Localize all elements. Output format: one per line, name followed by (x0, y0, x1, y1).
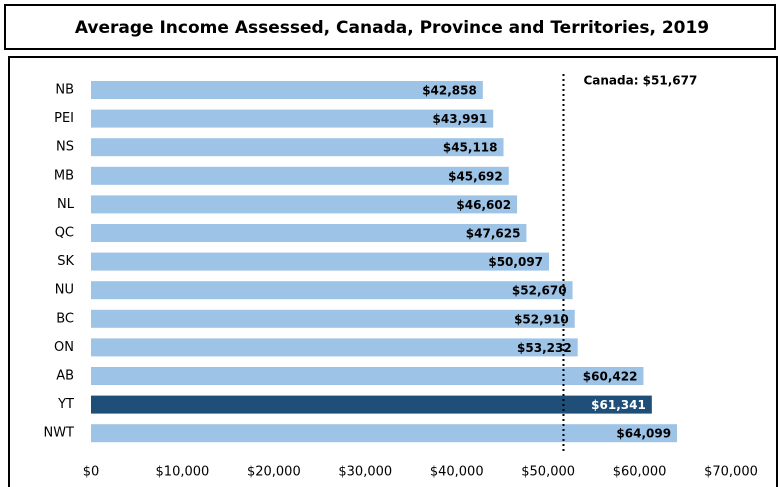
y-tick-label: MB (54, 168, 74, 183)
bar (91, 252, 550, 271)
x-tick-label: $60,000 (613, 465, 667, 480)
bar (91, 138, 504, 157)
x-tick-label: $40,000 (430, 465, 484, 480)
bar (91, 395, 652, 414)
y-tick-label: PEI (54, 111, 74, 126)
value-label: $43,991 (433, 112, 488, 126)
bar (91, 81, 483, 99)
bar (91, 367, 644, 385)
bar (91, 281, 573, 300)
value-label: $60,422 (583, 370, 638, 384)
y-tick-label: QC (55, 226, 74, 241)
value-label: $47,625 (466, 227, 521, 241)
y-tick-label: NU (55, 283, 74, 298)
plot-box (8, 56, 778, 487)
value-label: $52,670 (512, 284, 567, 298)
y-tick-label: SK (57, 254, 74, 269)
y-tick-label: AB (56, 369, 74, 384)
reference-label: Canada: $51,677 (583, 74, 697, 88)
chart-title: Average Income Assessed, Canada, Provinc… (75, 18, 709, 38)
value-label: $53,232 (517, 341, 572, 355)
bar (91, 224, 527, 242)
y-tick-label: NWT (43, 426, 74, 441)
x-tick-label: $0 (83, 465, 100, 480)
bar (91, 309, 575, 328)
title-box (4, 4, 776, 50)
bar (91, 424, 678, 443)
x-tick-label: $20,000 (247, 465, 301, 480)
bar (91, 166, 509, 185)
value-label: $45,692 (448, 169, 503, 183)
y-tick-label: ON (54, 340, 74, 355)
y-tick-label: NS (56, 140, 74, 155)
value-label: $42,858 (422, 84, 477, 98)
x-tick-label: $10,000 (156, 465, 210, 480)
y-tick-label: NB (55, 83, 74, 98)
value-label: $61,341 (591, 398, 646, 412)
x-tick-label: $30,000 (338, 465, 392, 480)
value-label: $52,910 (514, 312, 569, 326)
x-tick-label: $50,000 (521, 465, 575, 480)
y-tick-label: NL (57, 197, 75, 212)
x-tick-label: $70,000 (704, 465, 758, 480)
bar (91, 338, 578, 357)
value-label: $45,118 (443, 141, 498, 155)
y-tick-label: BC (56, 311, 74, 326)
value-label: $46,602 (456, 198, 511, 212)
bar (91, 109, 494, 128)
bar (91, 195, 518, 214)
value-label: $50,097 (488, 255, 543, 269)
value-label: $64,099 (616, 427, 671, 441)
y-tick-label: YT (57, 397, 74, 412)
